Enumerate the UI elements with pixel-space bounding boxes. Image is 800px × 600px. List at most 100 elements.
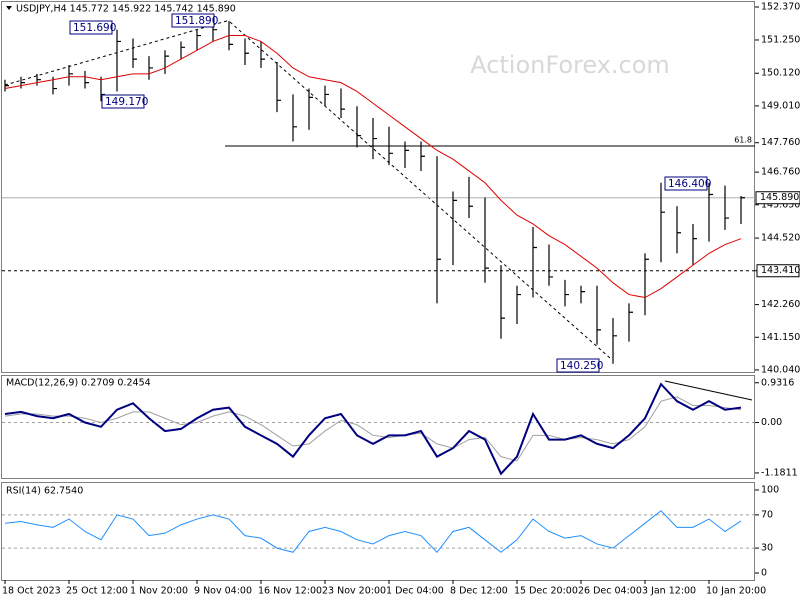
price-bar [628, 303, 633, 342]
y-tick-label: 150.120 [761, 68, 800, 79]
price-bar [516, 285, 521, 325]
price-bar [564, 279, 569, 307]
last-price-box [755, 191, 800, 205]
price-bar [692, 223, 697, 266]
y-tick-label: 149.010 [761, 100, 800, 111]
price-bar [708, 182, 713, 242]
last-price-label: 145.890 [760, 192, 799, 203]
price-bar [660, 182, 665, 263]
price-bar [596, 285, 601, 345]
price-bar [308, 88, 313, 130]
y-tick-label: 151.250 [761, 34, 800, 45]
support-label-box [756, 264, 800, 278]
trend-line [229, 21, 611, 359]
price-bar [68, 64, 73, 86]
price-bar [500, 265, 505, 339]
price-bar [148, 56, 153, 80]
y-tick-label: 152.370 [761, 2, 800, 13]
price-bar [116, 29, 121, 92]
price-bar [100, 76, 105, 102]
x-tick-label: 9 Nov 04:00 [194, 586, 252, 597]
price-bar [292, 94, 297, 142]
x-tick-label: 1 Nov 20:00 [130, 586, 188, 597]
fib-label: 61.8 [734, 135, 752, 144]
rsi-panel-frame [1, 482, 755, 581]
macd-divergence-line [664, 380, 753, 401]
price-bar [372, 117, 377, 160]
annotation-box [664, 176, 708, 191]
x-tick-label: 3 Jan 12:00 [642, 586, 696, 597]
x-tick-label: 25 Oct 12:00 [66, 586, 128, 597]
price-bar [244, 38, 249, 65]
y-tick-label: 146.760 [761, 167, 800, 178]
price-bar [276, 62, 281, 113]
chart-header: USDJPY,H4 145.772 145.922 145.742 145.89… [16, 4, 236, 15]
y-tick-label: 70 [761, 509, 773, 520]
price-bar [676, 206, 681, 254]
annotation: 151.690 [73, 22, 116, 34]
price-bar [404, 141, 409, 169]
indicator-line [4, 396, 742, 462]
price-bar [340, 88, 345, 118]
menu-arrow [6, 6, 12, 10]
price-bar [20, 76, 25, 89]
indicator-line [4, 510, 742, 554]
macd-title: MACD(12,26,9) 0.2709 0.2454 [6, 378, 151, 389]
y-tick-label: 145.650 [761, 199, 800, 210]
price-bar [548, 244, 553, 286]
annotation: 149.170 [105, 96, 148, 108]
y-tick-label: 0.00 [761, 417, 782, 428]
price-bar [740, 195, 745, 224]
y-tick-label: 0 [761, 568, 767, 579]
price-bar [452, 191, 457, 266]
y-tick-label: 147.760 [761, 137, 800, 148]
x-tick-label: 18 Oct 2023 [2, 586, 61, 597]
price-bar [724, 185, 729, 230]
price-bar [612, 318, 617, 364]
annotation-box [171, 13, 215, 28]
y-tick-label: -1.1811 [761, 467, 798, 478]
annotation: 151.890 [175, 15, 218, 27]
annotation-box [556, 358, 600, 373]
x-tick-label: 10 Jan 20:00 [706, 586, 766, 597]
price-bar [196, 29, 201, 51]
annotation: 140.250 [560, 360, 603, 372]
annotation: 146.400 [668, 178, 711, 190]
x-tick-label: 15 Dec 20:00 [514, 586, 578, 597]
y-tick-label: 142.260 [761, 299, 800, 310]
price-bar [260, 41, 265, 68]
support-label: 143.410 [761, 265, 800, 276]
watermark: ActionForex.com [470, 51, 670, 79]
price-panel-frame [1, 1, 755, 373]
price-bar [84, 70, 89, 89]
y-tick-label: 30 [761, 543, 773, 554]
price-bar [4, 79, 9, 92]
price-bar [164, 50, 169, 74]
moving-average [4, 35, 742, 299]
x-tick-label: 26 Dec 04:00 [578, 586, 642, 597]
price-bar [644, 253, 649, 316]
annotation-box [101, 94, 145, 109]
price-bar [468, 176, 473, 219]
x-tick-label: 23 Nov 20:00 [322, 586, 386, 597]
macd-panel-frame [1, 375, 755, 479]
x-tick-label: 1 Dec 04:00 [386, 586, 444, 597]
price-bar [180, 41, 185, 60]
indicator-line [4, 382, 742, 476]
price-bar [532, 226, 537, 298]
price-bar [580, 285, 585, 304]
price-bar [388, 126, 393, 166]
annotation-box [69, 20, 113, 35]
price-bar [356, 106, 361, 148]
rsi-title: RSI(14) 62.7540 [6, 486, 83, 497]
price-bar [484, 197, 489, 283]
price-bar [420, 141, 425, 171]
x-tick-label: 8 Dec 12:00 [450, 586, 508, 597]
x-tick-label: 16 Nov 12:00 [258, 586, 322, 597]
y-tick-label: 0.9316 [761, 377, 794, 388]
price-bar [324, 85, 329, 107]
y-tick-label: 140.040 [761, 364, 800, 375]
price-bar [132, 38, 137, 68]
